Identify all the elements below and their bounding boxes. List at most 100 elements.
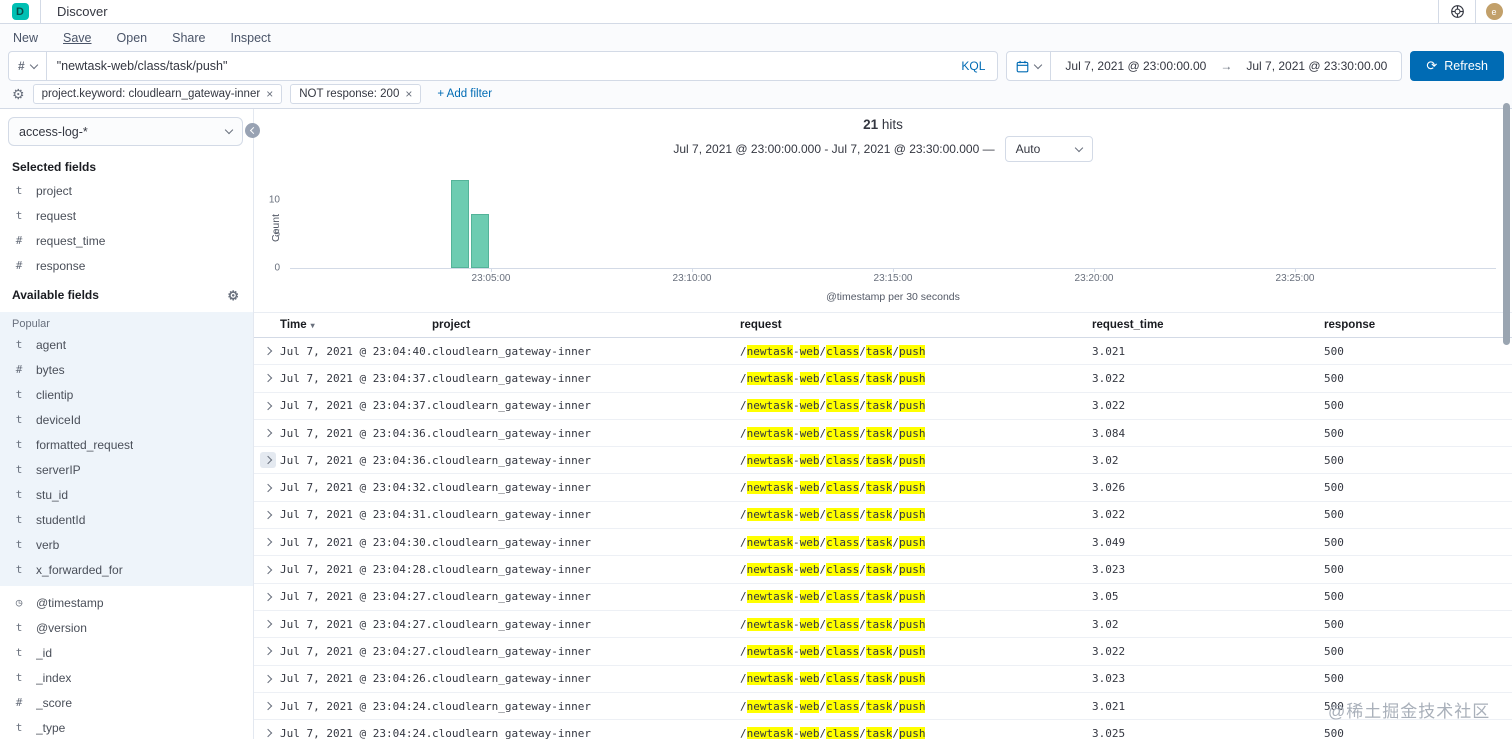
field-item-bytes[interactable]: # bytes <box>0 357 253 382</box>
date-to[interactable]: Jul 7, 2021 @ 23:30:00.00 <box>1246 59 1388 73</box>
kibana-logo[interactable]: D <box>11 3 29 20</box>
filter-pill[interactable]: project.keyword: cloudlearn_gateway-inne… <box>32 84 283 104</box>
remove-filter-icon[interactable]: × <box>405 87 413 101</box>
cell-response: 500 <box>1324 481 1344 495</box>
highlighted-term: task <box>865 672 893 686</box>
field-item-clientip[interactable]: t clientip <box>0 382 253 407</box>
expand-row-button[interactable] <box>260 671 276 687</box>
datepicker-quick-menu-button[interactable] <box>1007 52 1052 80</box>
path-separator: / <box>740 399 747 413</box>
chevron-right-icon <box>263 510 273 520</box>
expand-cell <box>260 725 280 739</box>
expand-row-button[interactable] <box>260 507 276 523</box>
expand-row-button[interactable] <box>260 589 276 605</box>
field-name: @version <box>36 620 87 635</box>
highlighted-term: push <box>898 590 926 604</box>
expand-row-button[interactable] <box>260 398 276 414</box>
cell-request-time: 3.022 <box>1092 399 1126 413</box>
expand-cell <box>260 671 280 687</box>
field-item-project[interactable]: t project <box>0 178 253 203</box>
histogram-plot-area[interactable]: 0 5 10 23:05:00 23:10:00 23:15:00 23:20:00 23:2… <box>269 174 1496 284</box>
field-item-request[interactable]: t request <box>0 203 253 228</box>
filter-options-gear-icon[interactable]: ⚙ <box>12 86 25 102</box>
path-separator: - <box>792 371 800 385</box>
field-settings-gear-icon[interactable]: ⚙ <box>227 287 239 303</box>
histogram-bar[interactable] <box>450 179 470 268</box>
column-header-time[interactable]: Time ▾ <box>280 319 432 331</box>
discover-body: access-log-* Selected fields t project t re… <box>0 109 1512 739</box>
expand-row-button[interactable] <box>260 643 276 659</box>
expand-row-button[interactable] <box>260 425 276 441</box>
search-input[interactable]: "newtask-web/class/task/push" <box>56 59 228 73</box>
highlighted-term: newtask <box>746 535 793 549</box>
toolbar-link-new[interactable]: New <box>13 30 39 45</box>
expand-row-button[interactable] <box>260 534 276 550</box>
field-type-icon-string: t <box>15 646 23 659</box>
kql-language-button[interactable]: KQL <box>961 59 986 73</box>
help-button[interactable] <box>1438 0 1475 23</box>
field-item-x-forwarded-for[interactable]: t x_forwarded_for <box>0 557 253 582</box>
path-separator: / <box>892 644 899 658</box>
expand-row-button[interactable] <box>260 343 276 359</box>
toolbar-link-share[interactable]: Share <box>172 30 206 45</box>
filter-pill[interactable]: NOT response: 200 × <box>290 84 422 104</box>
field-item-agent[interactable]: t agent <box>0 332 253 357</box>
user-menu-button[interactable]: e <box>1475 0 1512 23</box>
path-separator: / <box>892 481 899 495</box>
field-item-studentid[interactable]: t studentId <box>0 507 253 532</box>
sidebar-collapse-button[interactable] <box>245 123 260 138</box>
highlighted-term: task <box>865 453 893 467</box>
expand-row-button[interactable] <box>260 725 276 739</box>
field-item-request-time[interactable]: # request_time <box>0 228 253 253</box>
column-header-response[interactable]: response <box>1324 319 1512 331</box>
expand-row-button[interactable] <box>260 616 276 632</box>
field-item-verb[interactable]: t verb <box>0 532 253 557</box>
path-separator: - <box>792 726 800 739</box>
interval-select[interactable]: Auto <box>1004 136 1093 162</box>
column-header-project[interactable]: project <box>432 319 740 331</box>
add-filter-button[interactable]: + Add filter <box>437 88 493 100</box>
toolbar-link-inspect[interactable]: Inspect <box>230 30 271 45</box>
field-item-serverip[interactable]: t serverIP <box>0 457 253 482</box>
histogram-bar[interactable] <box>470 213 490 268</box>
field-item--score[interactable]: # _score <box>0 690 253 715</box>
highlighted-term: newtask <box>746 399 793 413</box>
field-name: @timestamp <box>36 595 104 610</box>
expand-row-button[interactable] <box>260 452 276 469</box>
field-name: _id <box>36 645 53 660</box>
field-item--type[interactable]: t _type <box>0 715 253 739</box>
app-logo-cell[interactable]: D <box>0 0 41 23</box>
highlighted-term: class <box>826 672 860 686</box>
field-item--index[interactable]: t _index <box>0 665 253 690</box>
vertical-scrollbar-thumb[interactable] <box>1503 103 1510 345</box>
date-from[interactable]: Jul 7, 2021 @ 23:00:00.00 <box>1065 59 1207 73</box>
index-pattern-select[interactable]: access-log-* <box>8 117 243 146</box>
cell-response: 500 <box>1324 508 1344 522</box>
filter-pill-label: NOT response: 200 <box>299 88 400 100</box>
expand-row-button[interactable] <box>260 698 276 714</box>
expand-row-button[interactable] <box>260 562 276 578</box>
path-separator: - <box>792 344 800 358</box>
filter-bar: ⚙ project.keyword: cloudlearn_gateway-in… <box>8 81 1504 108</box>
field-item--timestamp[interactable]: ◷ @timestamp <box>0 590 253 615</box>
path-separator: / <box>859 508 866 522</box>
toolbar-link-open[interactable]: Open <box>116 30 148 45</box>
expand-row-button[interactable] <box>260 480 276 496</box>
field-item--version[interactable]: t @version <box>0 615 253 640</box>
refresh-button[interactable]: ⟳ Refresh <box>1410 51 1504 81</box>
field-type-icon-date: ◷ <box>15 596 23 609</box>
column-header-request-time[interactable]: request_time <box>1092 319 1324 331</box>
column-header-request[interactable]: request <box>740 319 1092 331</box>
field-item-formatted-request[interactable]: t formatted_request <box>0 432 253 457</box>
remove-filter-icon[interactable]: × <box>266 87 274 101</box>
field-name: _score <box>36 695 73 710</box>
user-avatar[interactable]: e <box>1485 3 1503 20</box>
field-item-response[interactable]: # response <box>0 253 253 278</box>
query-language-menu-button[interactable]: # <box>9 52 47 80</box>
field-item-deviceid[interactable]: t deviceId <box>0 407 253 432</box>
field-name: studentId <box>36 512 86 527</box>
toolbar-link-save[interactable]: Save <box>63 30 92 45</box>
field-item--id[interactable]: t _id <box>0 640 253 665</box>
expand-row-button[interactable] <box>260 370 276 386</box>
field-item-stu-id[interactable]: t stu_id <box>0 482 253 507</box>
